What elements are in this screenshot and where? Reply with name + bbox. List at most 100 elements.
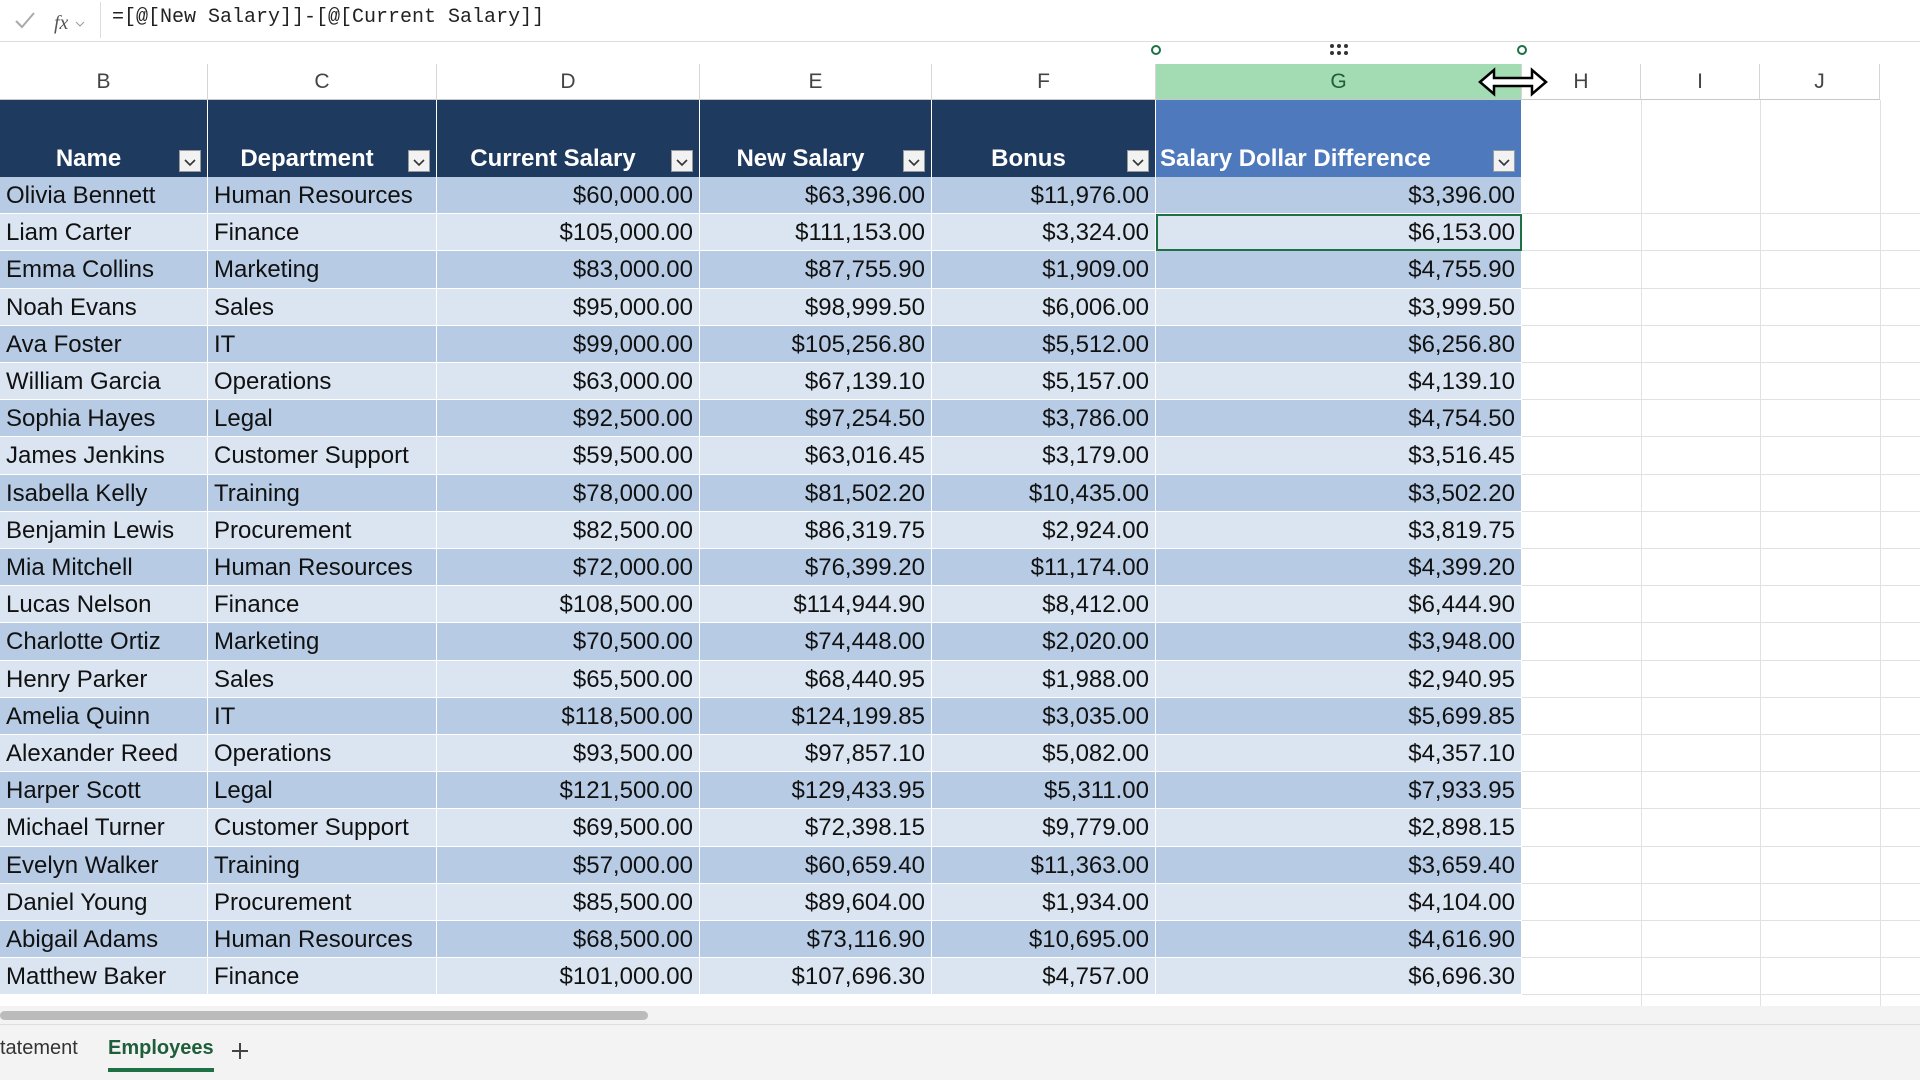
table-cell[interactable]: Operations <box>208 363 437 401</box>
column-header[interactable]: I <box>1641 64 1760 100</box>
table-cell[interactable]: $107,696.30 <box>700 958 932 996</box>
table-cell[interactable]: Customer Support <box>208 809 437 847</box>
table-cell[interactable]: $72,398.15 <box>700 809 932 847</box>
scrollbar-thumb[interactable] <box>0 1011 648 1020</box>
table-cell[interactable]: $3,659.40 <box>1156 846 1522 884</box>
table-cell[interactable]: Finance <box>208 958 437 996</box>
table-cell[interactable]: $99,000.00 <box>437 325 700 363</box>
column-header[interactable]: D <box>437 64 700 100</box>
column-header[interactable]: F <box>932 64 1156 100</box>
table-cell[interactable]: $65,500.00 <box>437 660 700 698</box>
table-cell[interactable]: Marketing <box>208 251 437 289</box>
table-cell[interactable]: $105,256.80 <box>700 325 932 363</box>
table-cell[interactable]: $95,000.00 <box>437 288 700 326</box>
table-cell[interactable]: Customer Support <box>208 437 437 475</box>
table-cell[interactable]: Training <box>208 474 437 512</box>
column-header[interactable]: G <box>1156 64 1522 100</box>
table-cell[interactable]: Human Resources <box>208 921 437 959</box>
table-cell[interactable]: $98,999.50 <box>700 288 932 326</box>
table-cell[interactable]: Sophia Hayes <box>0 400 208 438</box>
table-cell[interactable]: $81,502.20 <box>700 474 932 512</box>
table-cell[interactable]: Human Resources <box>208 177 437 215</box>
table-cell[interactable]: Training <box>208 846 437 884</box>
filter-button[interactable] <box>1493 150 1515 172</box>
table-cell[interactable]: William Garcia <box>0 363 208 401</box>
table-cell[interactable]: IT <box>208 697 437 735</box>
table-cell[interactable]: $83,000.00 <box>437 251 700 289</box>
table-cell[interactable]: $1,988.00 <box>932 660 1156 698</box>
table-cell[interactable]: $3,324.00 <box>932 214 1156 252</box>
table-cell[interactable]: Noah Evans <box>0 288 208 326</box>
table-cell[interactable]: $4,357.10 <box>1156 735 1522 773</box>
table-cell[interactable]: Evelyn Walker <box>0 846 208 884</box>
table-cell[interactable]: $101,000.00 <box>437 958 700 996</box>
table-cell[interactable]: $118,500.00 <box>437 697 700 735</box>
table-cell[interactable]: Lucas Nelson <box>0 586 208 624</box>
table-cell[interactable]: Procurement <box>208 883 437 921</box>
table-cell[interactable]: $3,819.75 <box>1156 511 1522 549</box>
table-cell[interactable]: $2,898.15 <box>1156 809 1522 847</box>
table-cell[interactable]: $3,179.00 <box>932 437 1156 475</box>
column-header[interactable]: E <box>700 64 932 100</box>
table-cell[interactable]: Matthew Baker <box>0 958 208 996</box>
table-cell[interactable]: $3,786.00 <box>932 400 1156 438</box>
table-cell[interactable]: $68,440.95 <box>700 660 932 698</box>
table-cell[interactable]: $59,500.00 <box>437 437 700 475</box>
table-cell[interactable]: $3,502.20 <box>1156 474 1522 512</box>
table-cell[interactable]: $5,157.00 <box>932 363 1156 401</box>
table-cell[interactable]: $11,363.00 <box>932 846 1156 884</box>
table-cell[interactable]: Sales <box>208 660 437 698</box>
table-cell[interactable]: Sales <box>208 288 437 326</box>
table-cell[interactable]: $4,399.20 <box>1156 549 1522 587</box>
table-cell[interactable]: IT <box>208 325 437 363</box>
table-cell[interactable]: $10,695.00 <box>932 921 1156 959</box>
table-cell[interactable]: Human Resources <box>208 549 437 587</box>
table-cell[interactable]: Michael Turner <box>0 809 208 847</box>
table-cell[interactable]: Daniel Young <box>0 883 208 921</box>
table-cell[interactable]: $4,754.50 <box>1156 400 1522 438</box>
sheet-tab[interactable]: tatement <box>0 1037 78 1059</box>
table-cell[interactable]: Liam Carter <box>0 214 208 252</box>
table-cell[interactable]: $4,755.90 <box>1156 251 1522 289</box>
table-cell[interactable]: $6,696.30 <box>1156 958 1522 996</box>
table-cell[interactable]: $68,500.00 <box>437 921 700 959</box>
table-cell[interactable]: $73,116.90 <box>700 921 932 959</box>
table-cell[interactable]: Benjamin Lewis <box>0 511 208 549</box>
table-cell[interactable]: James Jenkins <box>0 437 208 475</box>
table-cell[interactable]: $2,940.95 <box>1156 660 1522 698</box>
table-cell[interactable]: $69,500.00 <box>437 809 700 847</box>
table-cell[interactable]: $92,500.00 <box>437 400 700 438</box>
add-sheet-button[interactable] <box>228 1039 252 1063</box>
table-cell[interactable]: $1,909.00 <box>932 251 1156 289</box>
table-cell[interactable]: Legal <box>208 400 437 438</box>
table-cell[interactable]: Alexander Reed <box>0 735 208 773</box>
table-cell[interactable]: $82,500.00 <box>437 511 700 549</box>
table-cell[interactable]: $97,254.50 <box>700 400 932 438</box>
table-cell[interactable]: $10,435.00 <box>932 474 1156 512</box>
table-cell[interactable]: $3,948.00 <box>1156 623 1522 661</box>
formula-text[interactable]: =[@[New Salary]]-[@[Current Salary]] <box>112 6 545 29</box>
table-cell[interactable]: $63,000.00 <box>437 363 700 401</box>
table-cell[interactable]: $89,604.00 <box>700 883 932 921</box>
table-cell[interactable]: $6,444.90 <box>1156 586 1522 624</box>
table-cell[interactable]: $60,659.40 <box>700 846 932 884</box>
table-cell[interactable]: $85,500.00 <box>437 883 700 921</box>
sheet-tab-active[interactable]: Employees <box>108 1037 214 1072</box>
table-cell[interactable]: Abigail Adams <box>0 921 208 959</box>
table-cell[interactable]: $2,020.00 <box>932 623 1156 661</box>
table-cell[interactable]: Henry Parker <box>0 660 208 698</box>
filter-button[interactable] <box>903 150 925 172</box>
table-cell[interactable]: Charlotte Ortiz <box>0 623 208 661</box>
table-cell[interactable]: $86,319.75 <box>700 511 932 549</box>
table-cell[interactable]: $11,976.00 <box>932 177 1156 215</box>
table-cell[interactable]: $105,000.00 <box>437 214 700 252</box>
table-cell[interactable]: Operations <box>208 735 437 773</box>
table-cell[interactable]: $121,500.00 <box>437 772 700 810</box>
column-header[interactable]: C <box>208 64 437 100</box>
table-cell[interactable]: $4,616.90 <box>1156 921 1522 959</box>
column-header[interactable]: J <box>1760 64 1880 100</box>
table-cell[interactable]: $3,035.00 <box>932 697 1156 735</box>
table-cell[interactable]: $108,500.00 <box>437 586 700 624</box>
table-cell[interactable]: $60,000.00 <box>437 177 700 215</box>
table-cell[interactable]: $93,500.00 <box>437 735 700 773</box>
